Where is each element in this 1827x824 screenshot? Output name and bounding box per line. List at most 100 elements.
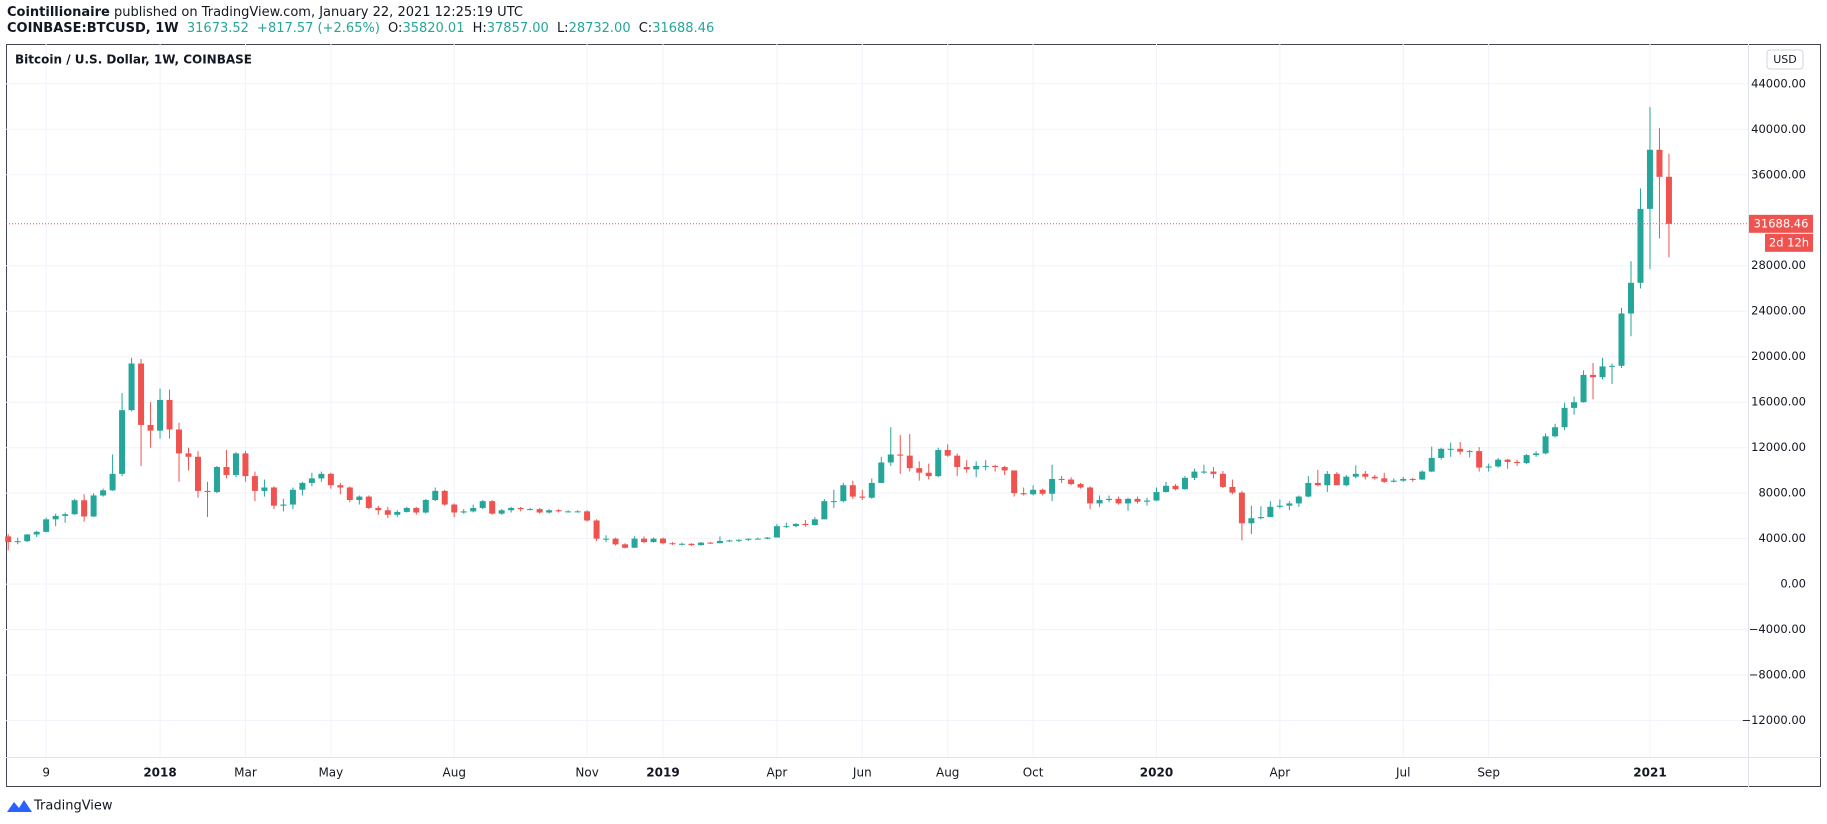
candle-body [1362, 473, 1369, 477]
candle-body [745, 538, 752, 540]
candle-body [346, 487, 353, 501]
publisher: Cointillionaire [7, 5, 110, 20]
change: +817.57 (+2.65%) [257, 21, 380, 36]
ohlc-value: 31688.46 [652, 21, 715, 36]
candle-body [1476, 451, 1483, 468]
candle-body [1200, 471, 1207, 473]
candle-body [195, 456, 201, 491]
candle-body [1305, 482, 1312, 497]
candle-body [498, 510, 505, 514]
candle-body [1514, 461, 1521, 464]
ohlc-value: 35820.01 [402, 21, 465, 36]
candle-body [1504, 459, 1511, 462]
candle-body [697, 542, 704, 546]
candle-body [43, 519, 50, 532]
candle-body [536, 509, 543, 513]
candle-body [479, 501, 486, 508]
candle-body [470, 507, 477, 512]
candle-body [1466, 451, 1473, 453]
candle-body [1618, 313, 1625, 366]
candle-body [365, 496, 372, 508]
candle-body [270, 487, 277, 506]
x-tick-label: Sep [1477, 766, 1500, 780]
x-tick-label: Mar [234, 766, 257, 780]
candle-body [859, 496, 866, 498]
candle-body [1115, 498, 1122, 504]
candle-body [1447, 448, 1454, 450]
candle-body [280, 504, 287, 506]
candle-body [1495, 459, 1502, 467]
candle-body [52, 515, 59, 520]
currency-button[interactable] [1766, 49, 1804, 70]
candle-body [1049, 478, 1056, 494]
candle-body [1609, 365, 1616, 367]
candle-body [1125, 498, 1132, 504]
candle-body [868, 482, 875, 498]
candle-body [1646, 149, 1653, 209]
last: 31673.52 [186, 21, 249, 36]
candle-body [1561, 407, 1568, 428]
candle-body [925, 472, 932, 477]
candle-body [81, 500, 88, 517]
candle-body [422, 500, 429, 513]
y-tick-label: 36000.00 [1751, 167, 1806, 181]
x-tick-label: 2021 [1633, 766, 1666, 780]
candle-body [451, 504, 458, 513]
countdown-box [1765, 233, 1813, 252]
footer-logo [7, 800, 32, 812]
candle-body [641, 538, 648, 543]
candle-body [650, 538, 657, 543]
candle-body [735, 539, 742, 541]
candle-body [327, 473, 334, 486]
candle-body [565, 511, 572, 513]
candle-body [337, 485, 344, 488]
candle-body [128, 363, 135, 411]
candle-body [1191, 471, 1198, 478]
currency[interactable]: USD [1773, 53, 1797, 66]
candle-body [612, 538, 619, 545]
candle-body [669, 543, 676, 545]
frame [6, 44, 1821, 787]
candle-body [261, 487, 268, 491]
candle-body [1552, 427, 1559, 437]
candle-body [213, 467, 220, 493]
candle-body [1656, 149, 1663, 177]
candle-body [1162, 485, 1169, 493]
y-tick-label: 20000.00 [1751, 349, 1806, 363]
x-tick-label: 2019 [646, 766, 679, 780]
candle-body [973, 465, 980, 470]
candle-body [308, 478, 315, 483]
candle-body [773, 526, 780, 538]
candle-body [660, 538, 667, 544]
candle-body [603, 538, 610, 540]
candle-body [1096, 500, 1103, 504]
candle-body [840, 485, 847, 502]
candle-body [1210, 471, 1217, 474]
candle-body [783, 526, 790, 528]
candle-body [1181, 477, 1188, 490]
candle-body [157, 399, 164, 431]
x-tick-label: Aug [443, 766, 466, 780]
candle-body [1457, 448, 1464, 452]
candle-body [935, 449, 942, 477]
candle-body [1295, 496, 1302, 504]
candle-body [185, 453, 192, 457]
candle-body [147, 424, 154, 431]
candle-body [100, 490, 107, 496]
candle-body [1286, 503, 1293, 506]
candle-body [963, 467, 970, 470]
candle-body [584, 511, 591, 521]
candle-body [830, 501, 837, 503]
chart-title: Bitcoin / U.S. Dollar, 1W, COINBASE [15, 53, 252, 67]
candle-body [62, 514, 69, 516]
published-text: published on TradingView.com, January 22… [114, 5, 523, 20]
candle-body [1542, 436, 1549, 454]
candle-body [5, 536, 12, 543]
candle-body [849, 485, 856, 497]
candle-body [1153, 492, 1160, 501]
candle-body [878, 462, 885, 483]
candle-body [90, 495, 97, 517]
x-tick-label: Nov [575, 766, 598, 780]
y-tick-label: −8000.00 [1749, 668, 1806, 682]
